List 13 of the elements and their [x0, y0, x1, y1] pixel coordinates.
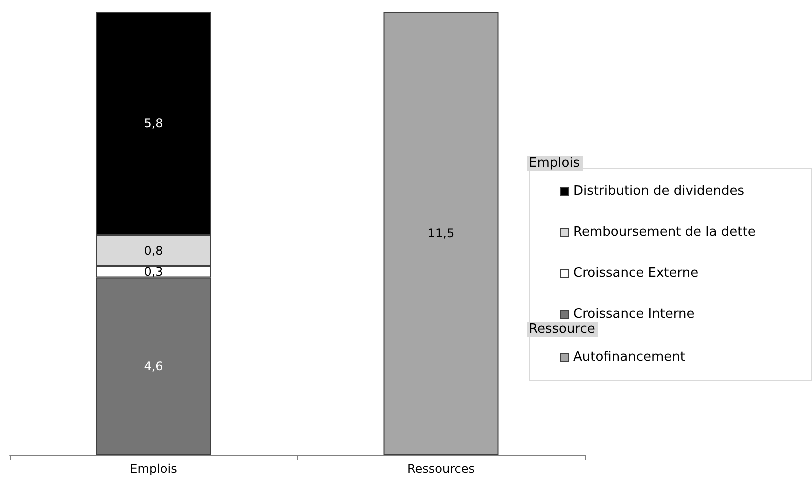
data-label: 5,8	[144, 116, 164, 131]
legend-label: Remboursement de la dette	[574, 225, 756, 240]
x-tick-label: Ressources	[407, 462, 476, 476]
data-label: 4,6	[144, 359, 164, 374]
data-label: 0,8	[144, 244, 164, 258]
data-label: 0,3	[144, 265, 164, 280]
annotation: Ressource	[529, 322, 596, 337]
legend-label: Autofinancement	[574, 350, 686, 365]
data-label: 11,5	[428, 226, 455, 240]
annotation: Emplois	[529, 156, 580, 171]
legend-label: Croissance Interne	[574, 307, 695, 322]
legend-label: Distribution de dividendes	[574, 184, 745, 199]
legend-label: Croissance Externe	[574, 266, 699, 281]
